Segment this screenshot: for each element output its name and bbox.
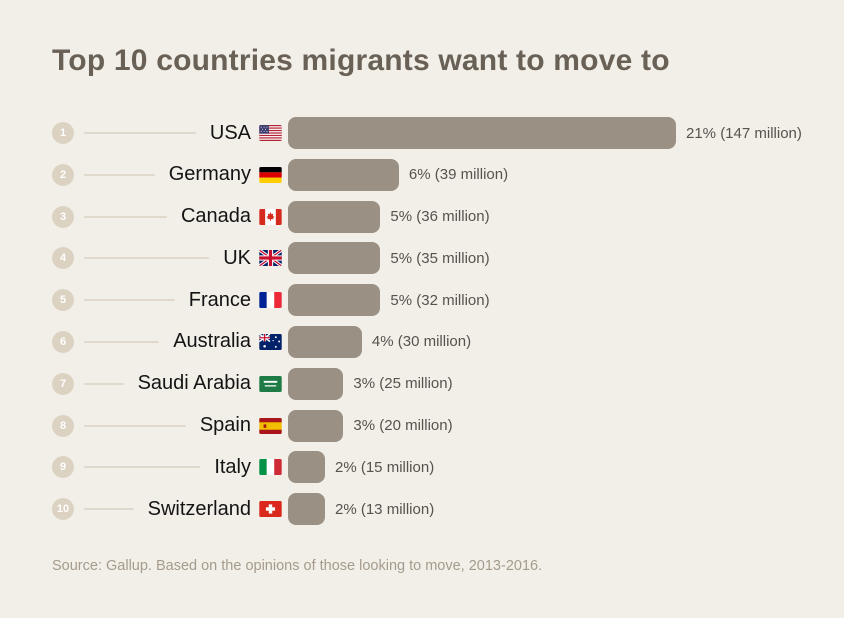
country-label: Germany (168, 163, 251, 186)
row-left-section: 3 Canada (52, 205, 288, 228)
country-group: Germany (169, 163, 288, 186)
row-left-section: 4 UK (52, 247, 288, 270)
country-label: Italy (214, 455, 251, 478)
value-label: 6% (39 million) (408, 166, 509, 184)
rank-badge: 10 (52, 498, 74, 521)
rank-badge: 9 (52, 456, 74, 479)
rank-badge: 6 (52, 330, 74, 353)
rank-badge: 3 (52, 205, 74, 228)
country-label: USA (209, 121, 251, 144)
au-flag-icon (259, 333, 282, 350)
country-label: Switzerland (147, 497, 251, 520)
leader-line (84, 257, 210, 260)
leader-line (84, 215, 167, 218)
rank-badge: 7 (52, 372, 74, 395)
bar-canada (288, 200, 381, 233)
source-note: Source: Gallup. Based on the opinions of… (52, 558, 543, 574)
fr-flag-icon (259, 292, 282, 309)
country-label: Australia (173, 330, 251, 353)
row-left-section: 5 France (52, 289, 288, 312)
bar-spain (288, 409, 344, 442)
country-label: Spain (199, 414, 251, 437)
chart-row-france: 5 France 5% (32 million) (52, 284, 812, 317)
leader-line (84, 299, 175, 302)
chart-title: Top 10 countries migrants want to move t… (52, 44, 670, 77)
value-label: 5% (36 million) (390, 208, 490, 226)
rank-badge: 1 (52, 122, 74, 144)
row-left-section: 10 Switzerland (52, 498, 288, 521)
row-left-section: 8 Spain (52, 414, 288, 437)
country-label: Saudi Arabia (137, 372, 251, 395)
es-flag-icon (259, 417, 282, 434)
value-label: 4% (30 million) (371, 333, 472, 351)
country-label: UK (223, 246, 251, 269)
rank-badge: 4 (52, 247, 74, 270)
chart-row-spain: 8 Spain 3% (20 million) (52, 409, 812, 442)
bar-france (288, 284, 381, 317)
chart-row-canada: 3 Canada 5% (36 million) (52, 200, 812, 233)
country-group: UK (223, 247, 288, 270)
rank-badge: 8 (52, 414, 74, 437)
sa-flag-icon (259, 375, 282, 392)
bar-italy (288, 451, 325, 484)
country-group: France (189, 289, 288, 312)
country-group: Switzerland (148, 498, 288, 521)
row-left-section: 6 Australia (52, 330, 288, 353)
value-label: 2% (15 million) (335, 458, 435, 476)
country-group: Canada (181, 205, 288, 228)
ch-flag-icon (259, 501, 282, 518)
bar-germany (288, 158, 399, 191)
row-left-section: 7 Saudi Arabia (52, 372, 288, 395)
gb-flag-icon (259, 250, 282, 267)
row-left-section: 2 Germany (52, 163, 288, 186)
country-group: Italy (214, 456, 288, 479)
bar-usa (288, 117, 676, 149)
leader-line (84, 508, 134, 511)
leader-line (84, 424, 186, 427)
leader-line (84, 382, 124, 385)
rank-badge: 5 (52, 289, 74, 312)
chart-row-usa: 1 USA 21% (147 million) (52, 117, 812, 149)
chart-row-australia: 6 Australia 4% (30 million) (52, 325, 812, 358)
country-group: Spain (200, 414, 288, 437)
ca-flag-icon (259, 208, 282, 225)
country-label: France (188, 288, 251, 311)
value-label: 3% (25 million) (353, 375, 453, 393)
bar-saudi-arabia (288, 367, 344, 400)
country-group: USA (210, 122, 288, 145)
value-label: 2% (13 million) (335, 500, 435, 518)
de-flag-icon (259, 166, 282, 183)
country-group: Saudi Arabia (138, 372, 288, 395)
value-label: 21% (147 million) (686, 124, 802, 142)
us-flag-icon (259, 125, 282, 141)
value-label: 5% (35 million) (390, 249, 490, 267)
it-flag-icon (259, 459, 282, 476)
rank-badge: 2 (52, 163, 74, 186)
chart-row-italy: 9 Italy 2% (15 million) (52, 451, 812, 484)
leader-line (84, 173, 155, 176)
chart-row-germany: 2 Germany 6% (39 million) (52, 158, 812, 191)
leader-line (84, 340, 160, 343)
chart-row-uk: 4 UK 5% (35 million) (52, 242, 812, 275)
chart-rows: 1 USA 21% (147 million) 2 Germany 6% (39 mill… (52, 117, 812, 526)
row-left-section: 1 USA (52, 122, 288, 145)
row-left-section: 9 Italy (52, 456, 288, 479)
bar-switzerland (288, 493, 325, 526)
country-label: Canada (180, 205, 251, 228)
leader-line (84, 132, 196, 134)
bar-australia (288, 325, 362, 358)
bar-uk (288, 242, 381, 275)
leader-line (84, 466, 201, 469)
chart-row-switzerland: 10 Switzerland 2% (13 million) (52, 493, 812, 526)
country-group: Australia (173, 330, 288, 353)
value-label: 5% (32 million) (390, 291, 490, 309)
chart-row-saudi-arabia: 7 Saudi Arabia 3% (25 million) (52, 367, 812, 400)
value-label: 3% (20 million) (353, 417, 453, 435)
